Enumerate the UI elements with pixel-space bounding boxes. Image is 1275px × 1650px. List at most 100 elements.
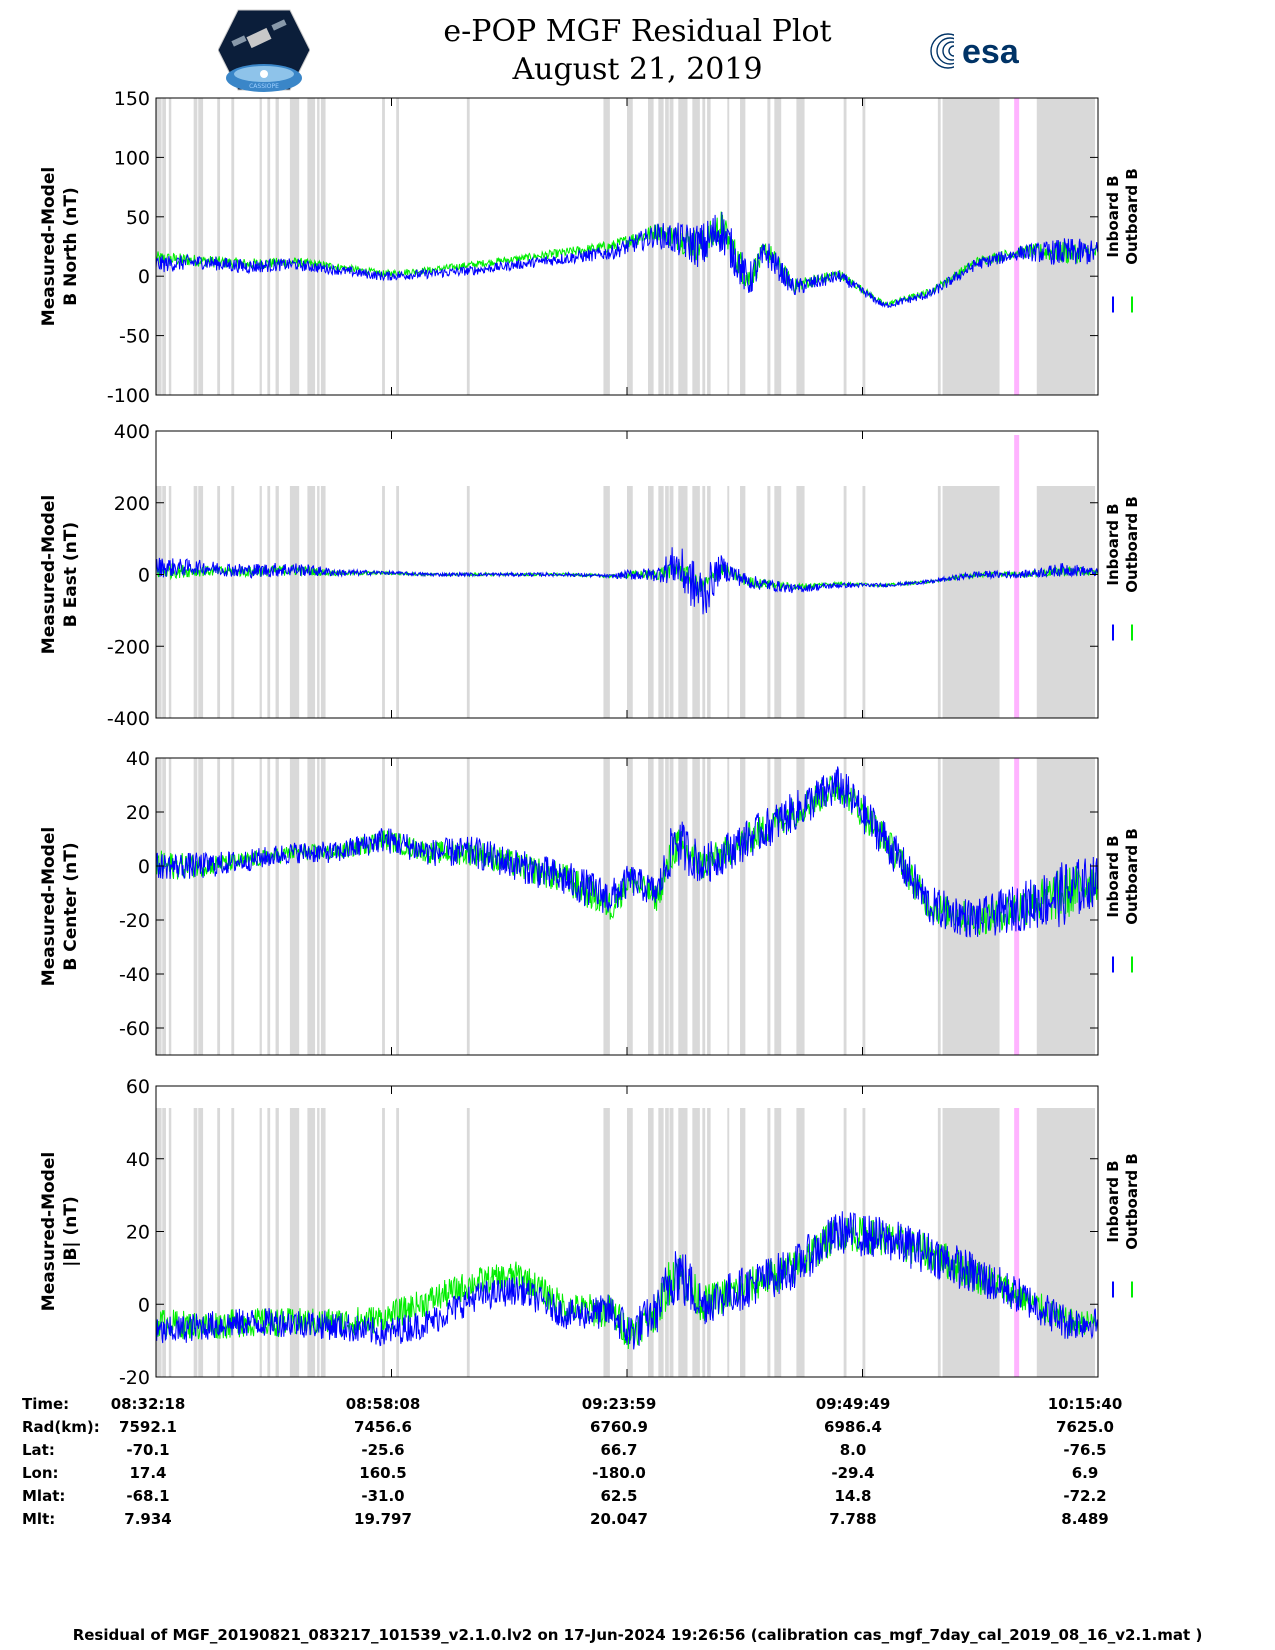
flag-band [692,1108,700,1377]
flag-band [740,486,746,718]
y-tick-label: 0 [138,565,150,587]
flag-band [382,758,385,1055]
series-group [156,211,1098,308]
flag-band [168,1108,172,1377]
y-axis-label-line1: Measured-Model [39,1152,59,1311]
flag-band [198,1108,204,1377]
flag-band [156,98,162,395]
outboard-series-line [156,775,1098,935]
flag-band [267,758,271,1055]
flag-band [231,486,235,718]
flag-band [707,1108,711,1377]
y-axis-label-line2: B East (nT) [61,522,81,627]
flag-band [702,1108,706,1377]
flag-band [843,486,847,718]
info-row-label: Lon: [22,1464,59,1482]
info-cell: 6986.4 [824,1418,882,1436]
flag-band [1036,486,1094,718]
panel-3: -20 0 20 40 60 Measured-Model |B| (nT) Inboard … [39,1076,1141,1389]
y-axis-label-line2: B North (nT) [61,187,81,306]
flag-band [767,758,771,1055]
flag-band [669,758,674,1055]
flag-band [665,98,669,395]
y-tick-label: -20 [119,910,150,932]
flag-band [382,486,385,718]
y-axis-label-line2: B Center (nT) [61,842,81,970]
info-cell: 66.7 [600,1441,638,1459]
y-tick-label: 100 [114,147,150,169]
flag-band [162,98,166,395]
flag-band [627,758,633,1055]
flag-band [692,758,700,1055]
flag-band [843,98,847,395]
series-group [156,766,1098,938]
inboard-series-line [156,1211,1098,1350]
flag-band [727,486,730,718]
flag-band [740,1108,746,1377]
flag-band [692,486,700,718]
info-cell: 14.8 [834,1487,872,1505]
info-cell: -25.6 [361,1441,405,1459]
flag-band [466,98,470,395]
flag-band [466,758,470,1055]
flag-band [231,758,235,1055]
info-row-label: Mlt: [22,1510,56,1528]
flag-band [162,758,166,1055]
info-row-label: Mlat: [22,1487,66,1505]
legend-outboard-label: Outboard B [1123,828,1141,925]
flag-band [289,98,300,395]
y-tick-label: 150 [114,88,150,110]
flag-band [168,486,172,718]
y-tick-label: -50 [119,326,150,348]
flag-band [603,98,610,395]
legend-outboard-label: Outboard B [1123,168,1141,265]
flag-band [275,1108,279,1377]
flag-band [259,1108,262,1377]
y-tick-label: 0 [138,266,150,288]
flag-band [198,486,204,718]
y-axis-label-line1: Measured-Model [39,167,59,326]
footer-caption: Residual of MGF_20190821_083217_101539_v… [72,1626,1203,1644]
flag-band [603,486,610,718]
panel-1: -400 -200 0 200 400 Measured-Model B East (nT)… [39,421,1141,730]
info-cell: 6.9 [1071,1464,1099,1482]
flag-band [647,1108,654,1377]
flag-band [767,1108,771,1377]
y-axis-label-line2: |B| (nT) [61,1196,81,1267]
flag-band [658,758,664,1055]
flag-band [658,486,664,718]
flag-band [727,1108,730,1377]
flag-band [320,1108,326,1377]
inboard-series-line [156,766,1098,938]
y-tick-label: 20 [126,802,150,824]
info-cell: 08:58:08 [345,1395,421,1413]
info-cell: 09:23:59 [581,1395,657,1413]
flag-band [162,1108,166,1377]
y-axis-label-line1: Measured-Model [39,495,59,654]
flag-band [678,758,688,1055]
flag-band [603,1108,610,1377]
flag-band [727,758,730,1055]
y-tick-label: 40 [126,748,150,770]
flag-band [627,1108,630,1377]
flag-band [740,98,746,395]
info-cell: 17.4 [129,1464,167,1482]
flag-band [774,486,782,718]
flag-band [740,758,746,1055]
flag-band [382,98,385,395]
flag-band [665,486,669,718]
y-tick-label: 60 [126,1076,150,1098]
title-line-1: e-POP MGF Residual Plot [443,14,832,49]
flag-band [193,758,198,1055]
flag-band [665,758,669,1055]
pink-band [1014,98,1020,395]
flag-band [193,486,198,718]
flag-band [942,486,1000,718]
info-cell: 7.934 [124,1510,172,1528]
info-cell: 62.5 [600,1487,638,1505]
flag-band [603,758,610,1055]
flag-band [796,486,805,718]
info-cell: -72.2 [1063,1487,1107,1505]
flag-band [774,758,782,1055]
flag-band [307,486,316,718]
